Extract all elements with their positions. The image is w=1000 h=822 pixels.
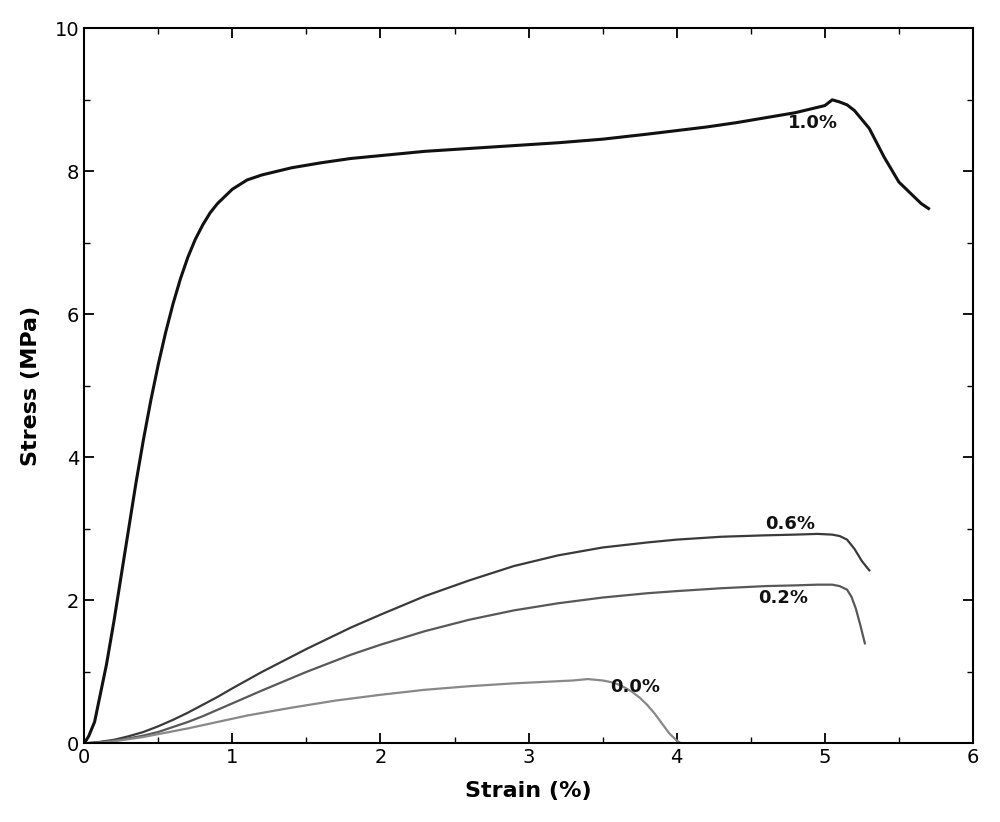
Text: 0.6%: 0.6% [766,515,816,533]
X-axis label: Strain (%): Strain (%) [465,781,592,801]
Text: 0.2%: 0.2% [758,589,808,607]
Text: 1.0%: 1.0% [788,114,838,132]
Y-axis label: Stress (MPa): Stress (MPa) [21,306,41,466]
Text: 0.0%: 0.0% [610,678,660,696]
